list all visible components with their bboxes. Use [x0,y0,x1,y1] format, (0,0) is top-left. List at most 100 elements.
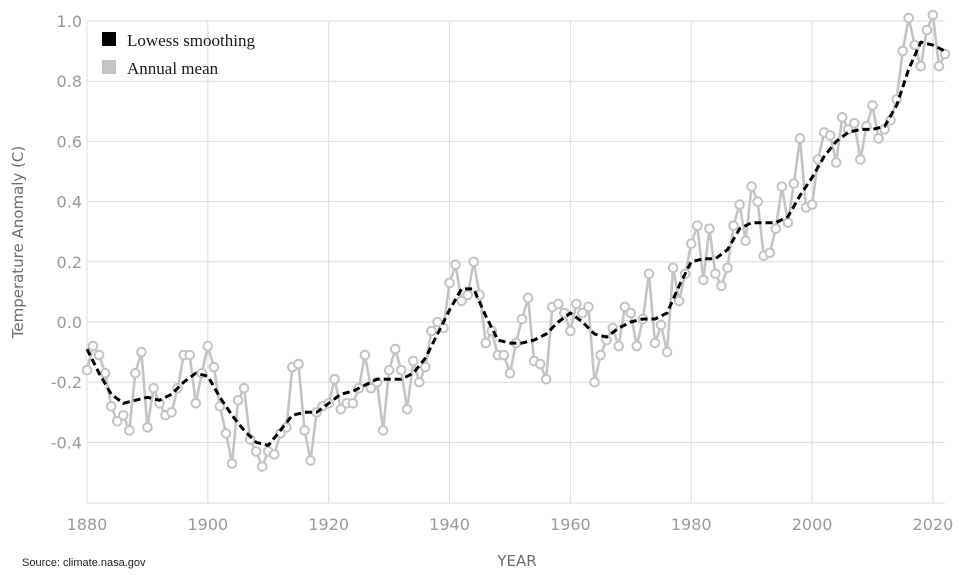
y-tick-label: 0.6 [57,132,82,151]
annual-mean-point [824,130,836,141]
legend-swatch-lowess [102,32,116,46]
annual-mean-point [673,295,685,307]
x-tick-label: 1940 [429,515,470,534]
annual-mean-point [655,319,667,331]
annual-mean-point [124,425,135,436]
legend-label-lowess: Lowess smoothing [127,31,255,50]
annual-mean-point [613,340,625,352]
x-tick-label: 1960 [550,515,591,534]
annual-mean-point [329,373,341,385]
annual-mean-point [184,349,195,361]
annual-mean-point [516,313,528,325]
annual-mean-point [420,361,431,373]
x-axis-title: YEAR [496,552,536,570]
annual-mean-point [565,325,576,337]
annual-mean-point [347,398,359,409]
annual-mean-point [728,220,739,231]
annual-mean-point [444,277,455,289]
annual-mean-point [365,382,377,394]
annual-mean-point [389,343,401,355]
annual-mean-point [480,337,492,349]
annual-mean-point [504,367,516,379]
y-axis-title: Temperature Anomaly (C) [9,146,27,340]
annual-mean-point [631,340,643,352]
annual-mean-point [661,346,673,358]
axis-tick-labels: 1880 1900 1920 1940 1960 1980 2000 2020 1.0 0.8 0.… [51,12,953,534]
annual-mean-point [933,60,945,72]
x-tick-label: 1980 [671,515,712,534]
y-tick-label: 0.0 [57,313,82,332]
annual-mean-point [238,382,250,394]
annual-mean-point [927,9,939,21]
annual-mean-point [377,425,389,436]
y-tick-label: -0.2 [51,373,82,392]
annual-mean-point [256,461,268,472]
annual-mean-point [770,223,782,234]
annual-mean-point [136,346,147,358]
annual-mean-point [148,382,159,394]
annual-mean-point [226,458,238,469]
annual-mean-point [897,45,909,57]
annual-mean-point [667,262,679,274]
lowess-smoothing-series [85,40,946,447]
annual-mean-point [359,349,371,361]
annual-mean-point [142,422,153,433]
x-tick-label: 1900 [187,515,228,534]
annual-mean-point [734,199,745,210]
annual-mean-point [214,401,226,412]
annual-mean-point [111,416,123,427]
annual-mean-point [468,256,480,268]
annual-mean-point [764,247,776,259]
annual-mean-point [202,340,214,352]
y-tick-label: 0.4 [57,193,82,212]
x-tick-label: 2000 [792,515,833,534]
annual-mean-point [540,373,552,385]
annual-mean-point [450,259,461,271]
annual-mean-point [87,340,99,352]
chart-legend: Lowess smoothing Annual mean [102,31,255,78]
annual-mean-point [625,307,637,319]
y-tick-label: 0.2 [57,253,82,272]
annual-mean-point [299,425,310,436]
grid-lines [86,20,945,504]
annual-mean-point [806,199,818,210]
annual-mean-point [722,262,733,274]
annual-mean-point [776,181,788,192]
annual-mean-point [456,295,467,307]
annual-mean-point [93,349,105,361]
annual-mean-point [710,268,721,280]
annual-mean-point [462,289,474,301]
annual-mean-point [208,361,220,373]
annual-mean-point [118,410,129,421]
annual-mean-point [130,367,141,379]
annual-mean-point [426,325,437,337]
annual-mean-point [395,364,407,376]
annual-mean-point [522,292,534,304]
annual-mean-point [498,349,510,361]
annual-mean-point [716,280,727,292]
annual-mean-point [220,428,232,439]
annual-mean-point [746,181,757,192]
x-tick-label: 1920 [308,515,349,534]
annual-mean-point [166,407,177,418]
annual-mean-point [939,48,951,60]
annual-mean-point [873,133,884,144]
annual-mean-point [595,349,606,361]
annual-mean-point [401,404,413,415]
annual-mean-point [383,364,395,376]
annual-mean-point [909,39,921,51]
x-tick-label: 1880 [67,515,108,534]
annual-mean-point [698,274,709,286]
source-credit: Source: climate.nasa.gov [22,557,146,569]
annual-mean-point [837,112,848,123]
annual-mean-point [414,376,425,388]
annual-mean-point [619,301,631,313]
annual-mean-point [269,449,280,460]
annual-mean-line [85,13,947,468]
legend-label-annual: Annual mean [127,59,219,78]
annual-mean-point [643,268,655,280]
annual-mean-point [849,118,860,129]
annual-mean-series [81,9,951,472]
annual-mean-point [704,223,715,234]
